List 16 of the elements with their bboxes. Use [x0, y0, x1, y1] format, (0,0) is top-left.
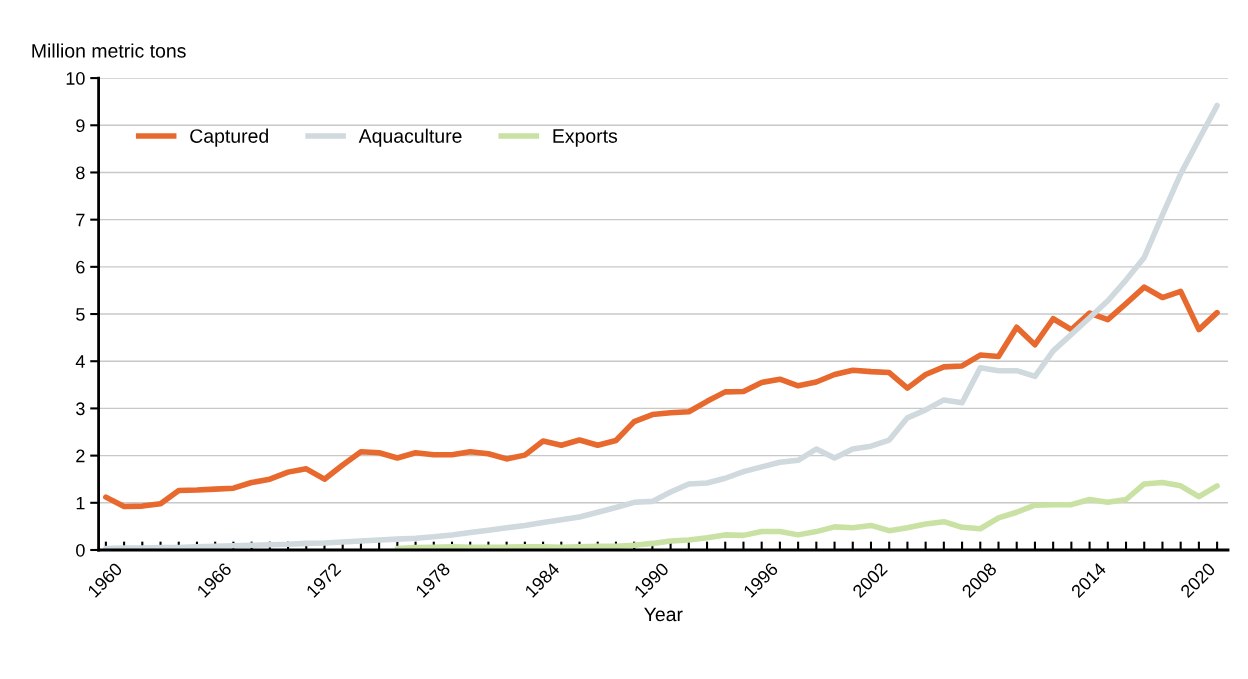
y-tick-label: 9 — [76, 119, 85, 132]
y-tick-label: 4 — [75, 355, 85, 368]
legend-label: Captured — [190, 128, 268, 147]
legend-label: Exports — [553, 129, 618, 147]
y-tick-label: 1 — [76, 496, 85, 510]
y-tick-label: 7 — [76, 213, 85, 227]
y-tick-label: 6 — [76, 260, 85, 274]
y-axis-title: Million metric tons — [32, 43, 186, 58]
y-tick-label: 10 — [66, 72, 85, 85]
y-tick-label: 2 — [76, 449, 85, 463]
legend-label: Aquaculture — [358, 128, 462, 147]
x-axis-title: Year — [644, 607, 683, 622]
y-tick-label: 3 — [76, 402, 85, 416]
y-tick-label: 0 — [76, 543, 85, 557]
y-tick-label: 8 — [76, 166, 85, 180]
y-tick-label: 5 — [76, 308, 85, 321]
